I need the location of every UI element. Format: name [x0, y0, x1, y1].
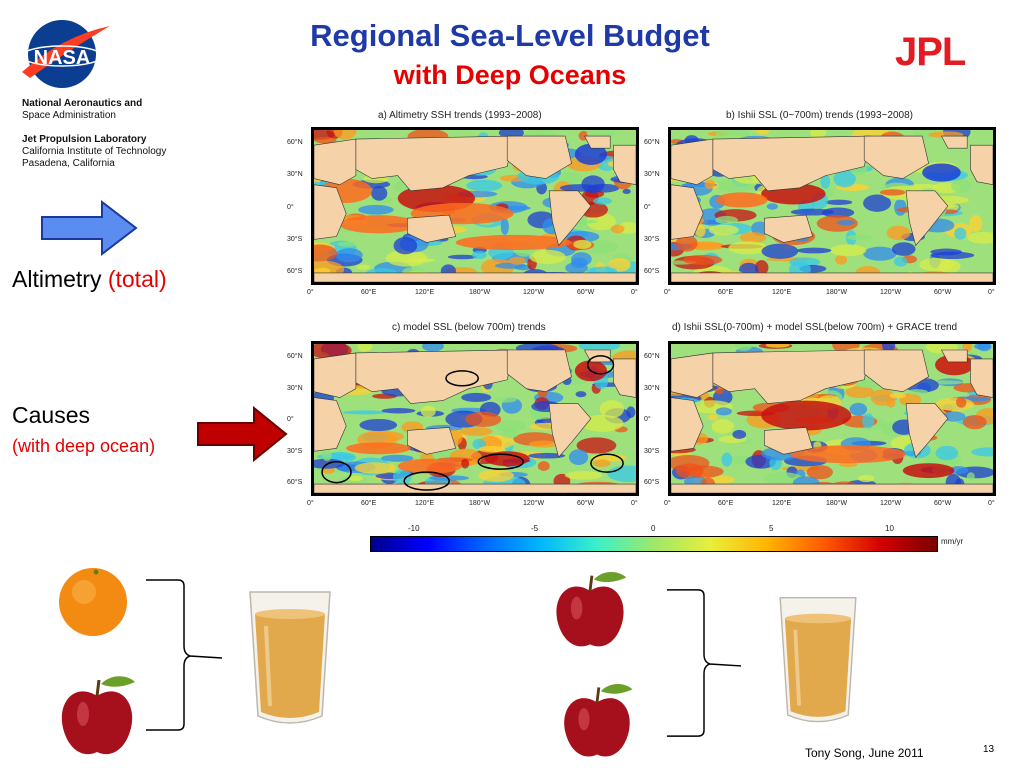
panel-a-title: a) Altimetry SSH trends (1993~2008) [378, 110, 542, 121]
lat-tick-label: 30°S [287, 447, 303, 455]
lon-tick-label: 60°E [361, 289, 377, 296]
lon-tick-label: 180°W [826, 289, 848, 296]
lat-tick-label: 30°S [287, 235, 303, 243]
lat-tick-label: 60°S [287, 479, 303, 487]
lat-tick-label: 60°S [287, 268, 303, 276]
arrow-right-icon [41, 200, 138, 256]
lon-tick-label: 120°W [523, 500, 545, 507]
highlight-circle [445, 370, 479, 387]
page-title: Regional Sea-Level Budget [310, 18, 710, 53]
nasa-logo: NASA [21, 20, 110, 88]
lon-tick-label: 120°W [523, 289, 545, 296]
highlight-circle [590, 453, 624, 473]
apple-image [564, 683, 633, 757]
lat-tick-label: 0° [644, 203, 651, 211]
lon-tick-label: 120°E [772, 289, 792, 296]
jpl-logo-text: JPL [895, 30, 966, 74]
map-panel-d [668, 341, 996, 496]
bracket-icon [666, 589, 742, 737]
lon-tick-label: 60°W [934, 289, 952, 296]
map-panel-a [311, 127, 639, 285]
lat-tick-label: 60°N [287, 353, 303, 360]
lat-tick-label: 60°N [644, 353, 660, 360]
causes-label: Causes [12, 402, 90, 428]
apple-image [61, 676, 135, 755]
colorbar-tick: 10 [885, 524, 894, 533]
lon-tick-label: 0° [631, 289, 638, 296]
lon-tick-label: 60°E [718, 289, 734, 296]
lon-tick-label: 180°W [469, 289, 491, 296]
lon-tick-label: 120°E [415, 289, 435, 296]
lat-tick-label: 60°S [644, 479, 660, 487]
highlight-circle [321, 460, 352, 484]
lon-tick-label: 60°W [577, 500, 595, 507]
lon-tick-label: 60°W [934, 500, 952, 507]
panel-b-title: b) Ishii SSL (0~700m) trends (1993~2008) [726, 110, 913, 121]
jpl-logo: JPL [895, 30, 1010, 75]
lat-tick-label: 30°N [644, 171, 660, 179]
colorbar-tick: -10 [408, 524, 420, 533]
altimetry-label: Altimetry (total) [12, 266, 167, 292]
colorbar-tick: 5 [769, 524, 774, 533]
juice-glass-image [249, 591, 331, 724]
colorbar-tick: -5 [531, 524, 539, 533]
lon-tick-label: 120°W [880, 500, 902, 507]
lat-tick-label: 0° [287, 416, 294, 424]
highlight-circle [586, 355, 615, 375]
arrow-right-icon [197, 406, 288, 462]
lat-tick-label: 0° [287, 203, 294, 211]
lon-tick-label: 0° [664, 500, 671, 507]
lon-tick-label: 120°W [880, 289, 902, 296]
page-subtitle: with Deep Oceans [393, 60, 627, 90]
nasa-org-name: National Aeronautics and Space Administr… [22, 98, 143, 121]
highlight-circle [403, 471, 450, 491]
nasa-logo-text: NASA [34, 47, 91, 69]
lon-tick-label: 180°W [826, 500, 848, 507]
highlight-circle [477, 453, 525, 470]
colorbar-unit: mm/yr [941, 537, 964, 546]
lon-tick-label: 120°E [415, 500, 435, 507]
colorbar [370, 536, 938, 552]
map-panel-b [668, 127, 996, 285]
lat-tick-label: 30°N [287, 384, 303, 392]
lat-tick-label: 60°N [287, 139, 303, 146]
lon-tick-label: 120°E [772, 500, 792, 507]
panel-d-title: d) Ishii SSL(0-700m) + model SSL(below 7… [672, 322, 958, 333]
apple-image [556, 572, 627, 647]
lon-tick-label: 0° [307, 289, 314, 296]
lon-tick-label: 0° [631, 500, 638, 507]
juice-glass-image [779, 596, 857, 723]
lon-tick-label: 180°W [469, 500, 491, 507]
lon-tick-label: 0° [988, 500, 995, 507]
jpl-address: Jet Propulsion Laboratory California Ins… [22, 134, 167, 169]
lon-tick-label: 60°E [361, 500, 377, 507]
page-number: 13 [983, 744, 995, 755]
lon-tick-label: 60°E [718, 500, 734, 507]
lat-tick-label: 30°N [287, 171, 303, 179]
lon-tick-label: 0° [664, 289, 671, 296]
lon-tick-label: 0° [307, 500, 314, 507]
lat-tick-label: 30°N [644, 384, 660, 392]
causes-sublabel: (with deep ocean) [12, 436, 156, 456]
lat-tick-label: 60°S [644, 268, 660, 276]
footer-credit: Tony Song, June 2011 [805, 746, 924, 760]
lon-tick-label: 0° [988, 289, 995, 296]
panel-c-title: c) model SSL (below 700m) trends [392, 322, 546, 333]
map-panel-c [311, 341, 639, 496]
lat-tick-label: 30°S [644, 447, 660, 455]
lat-tick-label: 30°S [644, 235, 660, 243]
bracket-icon [146, 579, 223, 731]
colorbar-tick: 0 [651, 524, 656, 533]
lon-tick-label: 60°W [577, 289, 595, 296]
orange-image [59, 568, 127, 636]
lat-tick-label: 60°N [644, 139, 660, 146]
lat-tick-label: 0° [644, 416, 651, 424]
